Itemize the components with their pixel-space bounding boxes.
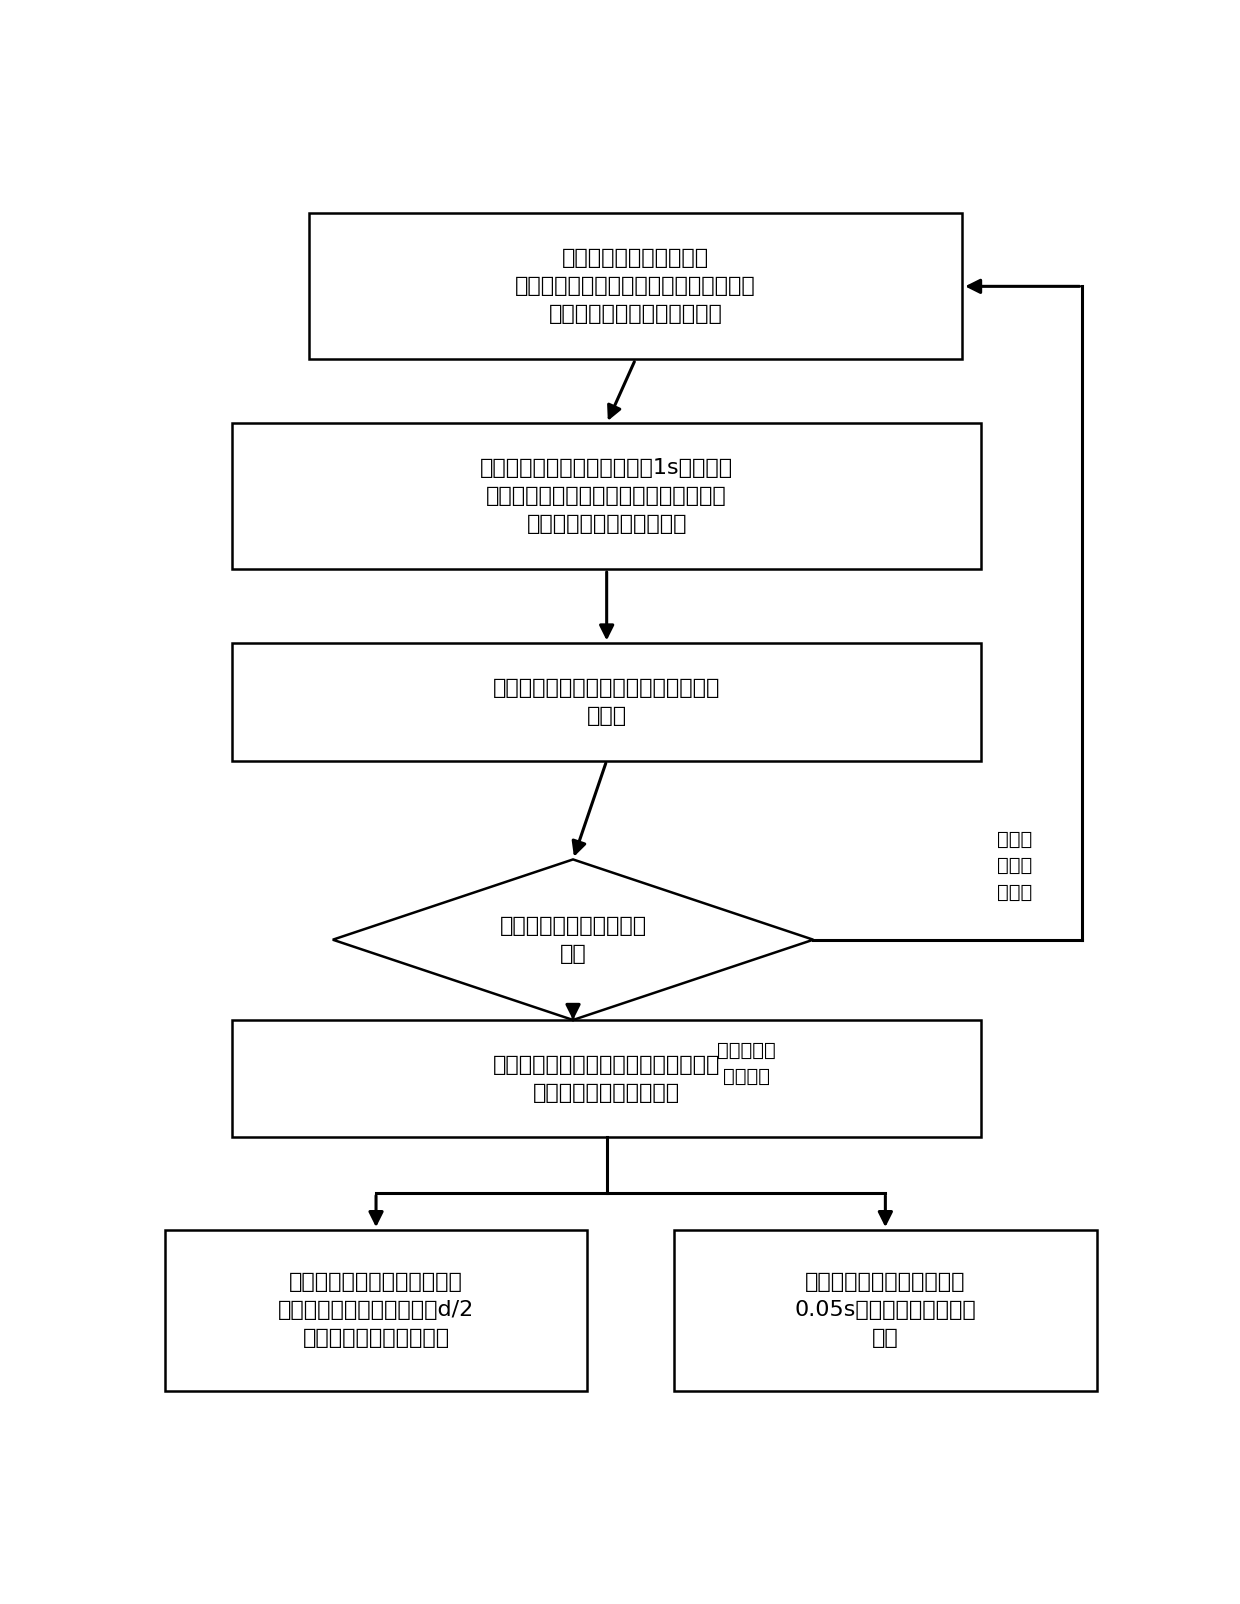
Text: 峰峰值
小于预
设阈值: 峰峰值 小于预 设阈值 [997,829,1033,901]
FancyBboxPatch shape [675,1230,1096,1391]
FancyBboxPatch shape [232,643,982,760]
Text: 根据所述极大值和极小值，计算胸阻抗
峰峰值: 根据所述极大值和极小值，计算胸阻抗 峰峰值 [494,678,720,727]
Text: 峰峰值与预设预设阈值相
比较: 峰峰值与预设预设阈值相 比较 [500,916,646,964]
Text: 利用体外除颤电极对人体
施加低电流激励信号，提取胸阻抗信号，
并对胸阻信号进行数字化采集: 利用体外除颤电极对人体 施加低电流激励信号，提取胸阻抗信号， 并对胸阻信号进行数… [515,249,756,324]
FancyBboxPatch shape [309,213,962,359]
Text: 差分信号波谷出现后，阻抗信
号波形上升到波谷幅值一半d/2
时，控制呼吸机进行呼气: 差分信号波谷出现后，阻抗信 号波形上升到波谷幅值一半d/2 时，控制呼吸机进行呼… [278,1272,474,1349]
Polygon shape [332,860,813,1020]
FancyBboxPatch shape [232,1020,982,1137]
FancyBboxPatch shape [232,423,982,569]
Text: 选取所述胸阻抗信号中长度为1s的胸阻抗
数据，并利用带通滤波器对信号进行预处
理，获得极大值以及极小值: 选取所述胸阻抗信号中长度为1s的胸阻抗 数据，并利用带通滤波器对信号进行预处 理… [480,459,733,534]
Text: 峰峰值大于
预设阈值: 峰峰值大于 预设阈值 [717,1041,775,1086]
Text: 差分信号波峰出现时，延时
0.05s后，控制呼吸机进行
吸气: 差分信号波峰出现时，延时 0.05s后，控制呼吸机进行 吸气 [795,1272,976,1349]
FancyBboxPatch shape [165,1230,588,1391]
Text: 对胸阻抗信号进行差分运算，寻找差分
运算后信号的波峰和波谷: 对胸阻抗信号进行差分运算，寻找差分 运算后信号的波峰和波谷 [494,1055,720,1102]
